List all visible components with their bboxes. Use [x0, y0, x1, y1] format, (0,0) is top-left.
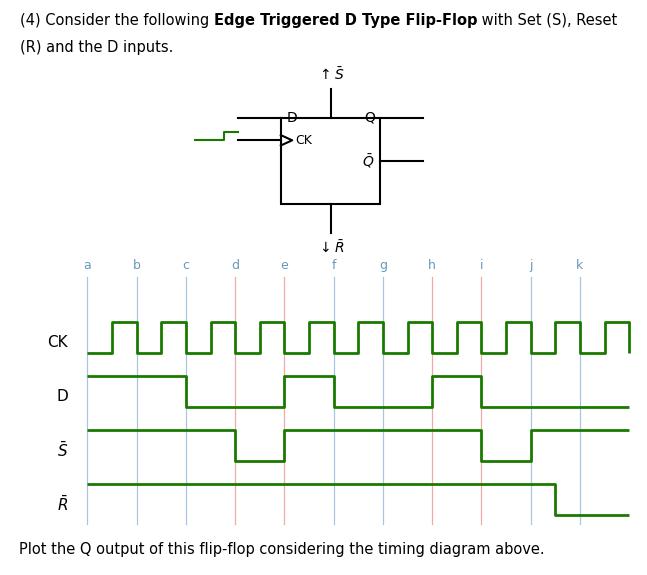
Text: D: D — [287, 111, 297, 125]
Text: CK: CK — [295, 134, 312, 147]
Text: CK: CK — [47, 335, 68, 350]
Text: j: j — [529, 259, 532, 273]
Text: Plot the Q output of this flip-flop considering the timing diagram above.: Plot the Q output of this flip-flop cons… — [19, 542, 545, 557]
Text: i: i — [479, 259, 483, 273]
Text: $\bar{R}$: $\bar{R}$ — [57, 495, 68, 514]
Text: f: f — [331, 259, 336, 273]
Text: $\bar{S}$: $\bar{S}$ — [56, 441, 68, 460]
Text: (4) Consider the following: (4) Consider the following — [20, 13, 214, 28]
Text: b: b — [133, 259, 140, 273]
Text: Q: Q — [364, 111, 375, 125]
Text: g: g — [379, 259, 387, 273]
Text: c: c — [182, 259, 190, 273]
Text: with Set (S), Reset: with Set (S), Reset — [477, 13, 618, 28]
Text: Edge Triggered D Type Flip-Flop: Edge Triggered D Type Flip-Flop — [214, 13, 477, 28]
Text: d: d — [231, 259, 239, 273]
Text: h: h — [428, 259, 436, 273]
Text: e: e — [281, 259, 289, 273]
Text: $\bar{Q}$: $\bar{Q}$ — [362, 152, 375, 170]
Text: $\uparrow\bar{S}$: $\uparrow\bar{S}$ — [317, 67, 344, 83]
Text: a: a — [83, 259, 91, 273]
Text: k: k — [576, 259, 584, 273]
Text: (R) and the D inputs.: (R) and the D inputs. — [20, 40, 173, 55]
Text: D: D — [56, 389, 68, 404]
Text: $\downarrow\bar{R}$: $\downarrow\bar{R}$ — [317, 239, 344, 255]
Bar — [281, 118, 380, 204]
